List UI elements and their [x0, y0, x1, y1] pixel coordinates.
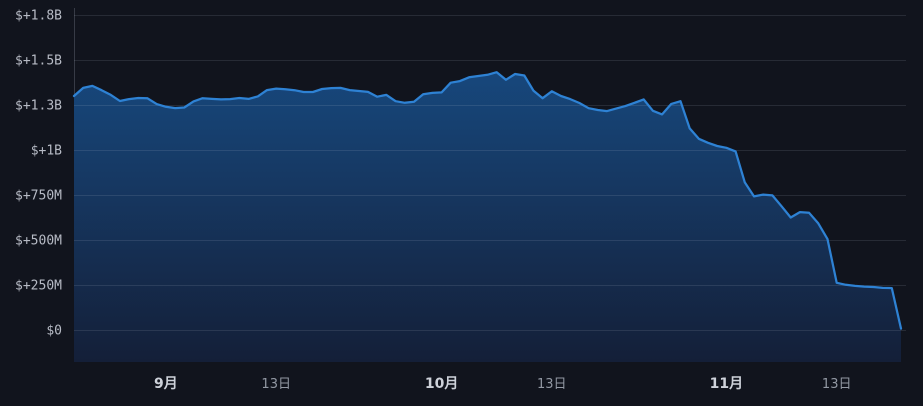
- x-axis-tick-label: 9月: [154, 376, 178, 392]
- y-axis-tick-label: $+500M: [15, 234, 62, 249]
- y-axis-tick-label: $+1.8B: [15, 9, 62, 24]
- y-axis-tick-label: $+750M: [15, 189, 62, 204]
- series-line: [72, 71, 903, 330]
- y-axis-tick-label: $+1.5B: [15, 54, 62, 69]
- x-axis-tick-label: 13日: [537, 377, 567, 392]
- y-axis-tick-label: $+250M: [15, 279, 62, 294]
- x-axis-tick-label: 11月: [710, 376, 743, 392]
- x-axis-tick-label: 13日: [261, 377, 291, 392]
- y-axis-tick-label: $0: [46, 324, 62, 339]
- area-series-fill: [74, 72, 901, 362]
- x-axis-tick-label: 10月: [425, 376, 458, 392]
- y-axis-tick-label: $+1.3B: [15, 99, 62, 114]
- y-axis-tick-label: $+1B: [31, 144, 62, 159]
- x-axis-tick-label: 13日: [822, 377, 852, 392]
